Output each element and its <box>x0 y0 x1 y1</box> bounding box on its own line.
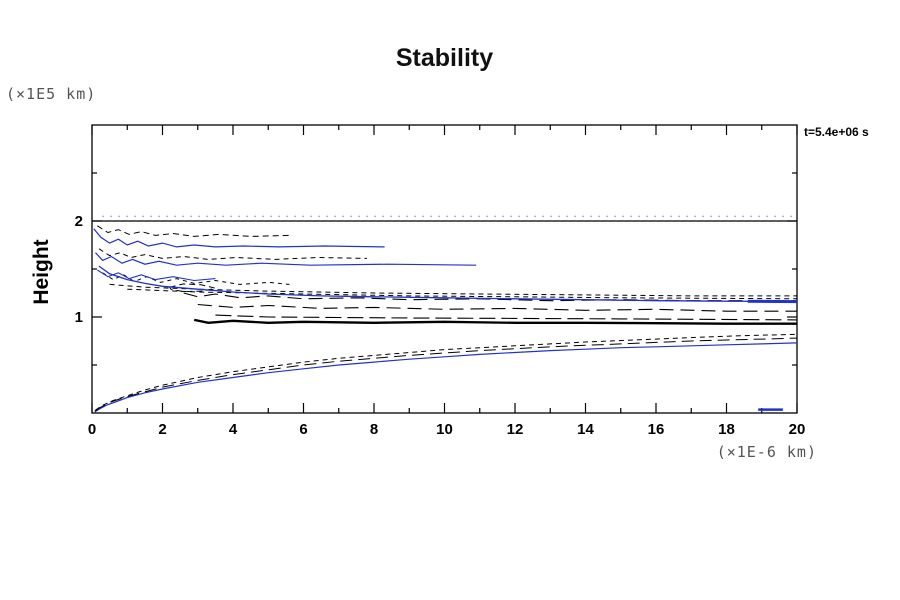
contour-cluster-a-dash <box>97 225 290 237</box>
x-tick-label: 2 <box>158 421 166 438</box>
contour-main-blue-contour <box>98 265 798 303</box>
contour-mid-longdash-lower <box>197 303 797 312</box>
x-tick-label: 6 <box>299 421 307 438</box>
contour-cluster-a-blue <box>93 228 385 248</box>
time-annotation: t=5.4e+06 s <box>804 125 869 139</box>
contour-cluster-c-blue <box>97 269 216 282</box>
x-tick-label: 4 <box>229 421 238 438</box>
x-tick-label: 0 <box>88 421 96 438</box>
x-tick-label: 14 <box>577 421 594 438</box>
contour-cluster-b-dash <box>98 248 367 260</box>
x-tick-label: 10 <box>436 421 453 438</box>
x-axis-unit-label: (×1E-6 km) <box>716 443 817 461</box>
x-tick-label: 18 <box>718 421 735 438</box>
y-axis-unit-label: (×1E5 km) <box>6 85 97 103</box>
contour-bottom-longdash-curve <box>94 337 798 412</box>
x-tick-label: 20 <box>789 421 806 438</box>
y-tick-label: 1 <box>75 309 83 326</box>
axes-frame <box>91 124 798 414</box>
contour-heavy-black-band <box>193 318 797 325</box>
chart-title: Stability <box>395 44 494 72</box>
x-tick-label: 12 <box>507 421 524 438</box>
contour-cluster-b-blue <box>95 252 477 266</box>
contour-cluster-c-dash <box>102 272 290 285</box>
contour-band-longdash-above <box>215 314 798 321</box>
y-tick-label: 2 <box>75 213 83 230</box>
contour-mid-longdash-upper <box>183 292 797 302</box>
x-tick-label: 16 <box>648 421 665 438</box>
contour-mid-shortdash-upper <box>109 283 797 297</box>
contour-bottom-blue-curve <box>94 342 798 413</box>
x-tick-label: 8 <box>370 421 378 438</box>
contour-mid-shortdash-lower <box>127 288 798 300</box>
